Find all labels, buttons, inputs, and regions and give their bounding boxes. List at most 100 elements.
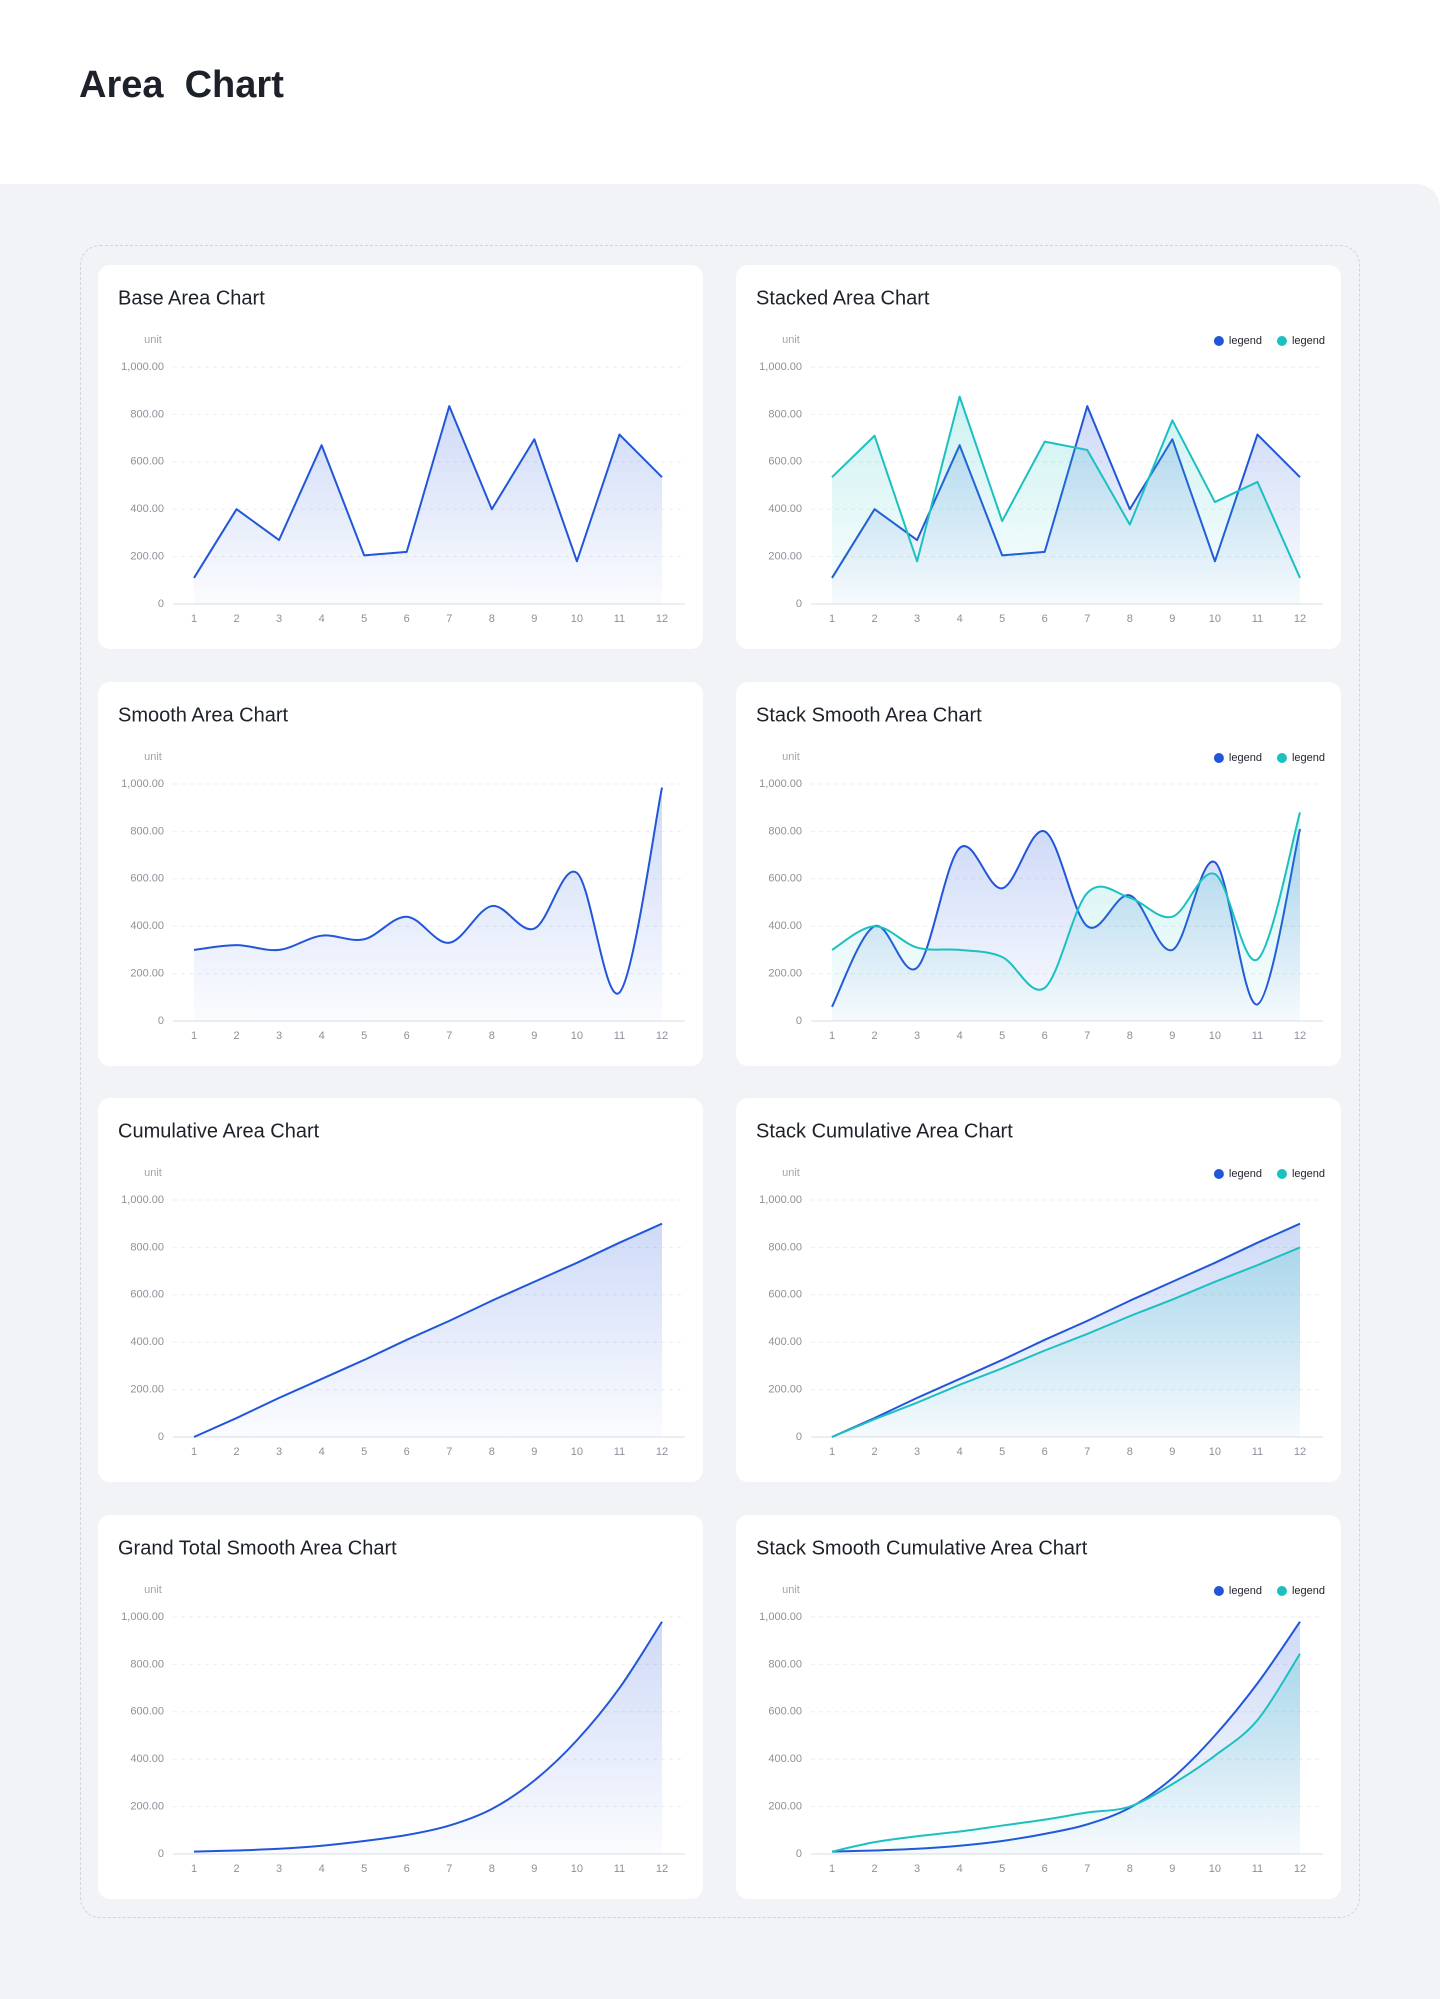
x-tick-label: 6 — [404, 1030, 410, 1042]
x-tick-label: 6 — [404, 613, 410, 625]
x-tick-label: 8 — [1127, 1030, 1133, 1042]
x-tick-label: 11 — [1252, 613, 1263, 625]
area-fill — [194, 1621, 662, 1854]
x-tick-label: 1 — [191, 613, 197, 625]
y-tick-label: 1,000.00 — [759, 361, 802, 373]
legend-marker — [1276, 1586, 1287, 1596]
legend-marker — [1213, 336, 1224, 346]
x-tick-label: 8 — [1127, 1446, 1133, 1458]
x-tick-label: 7 — [1084, 1863, 1090, 1875]
y-tick-label: 200.00 — [130, 551, 164, 563]
x-tick-label: 2 — [871, 1863, 877, 1875]
chart-title: Stacked Area Chart — [756, 287, 930, 309]
y-axis-label: unit — [782, 1167, 800, 1179]
legend-marker — [1213, 1169, 1224, 1179]
y-tick-label: 200.00 — [130, 1384, 164, 1396]
y-axis-label: unit — [782, 751, 800, 763]
chart: Grand Total Smooth Area Chart unit 0 200.00… — [118, 1537, 685, 1875]
x-tick-label: 1 — [191, 1446, 197, 1458]
y-axis-label: unit — [144, 334, 162, 346]
x-tick-label: 6 — [404, 1863, 410, 1875]
x-tick-label: 10 — [1209, 1446, 1221, 1458]
area-line — [193, 405, 663, 579]
x-tick-label: 2 — [233, 1030, 239, 1042]
y-tick-label: 1,000.00 — [121, 1194, 164, 1206]
y-tick-label: 200.00 — [768, 1801, 802, 1813]
x-tick-label: 6 — [1042, 1863, 1048, 1875]
x-tick-label: 10 — [1209, 1863, 1221, 1875]
x-tick-label: 1 — [829, 1863, 835, 1875]
y-tick-label: 1,000.00 — [759, 1611, 802, 1623]
legend-label: legend — [1229, 1585, 1262, 1597]
x-tick-label: 11 — [614, 613, 625, 625]
y-tick-label: 600.00 — [130, 1706, 164, 1718]
y-tick-label: 800.00 — [130, 1241, 164, 1253]
header: Area Chart — [0, 0, 1440, 184]
chart-card: Stack Smooth Area Chart unit 0 200.00 400.00… — [736, 682, 1341, 1066]
x-tick-label: 7 — [446, 1863, 452, 1875]
y-tick-label: 0 — [158, 598, 164, 610]
x-tick-label: 5 — [361, 613, 367, 625]
chart-title: Grand Total Smooth Area Chart — [118, 1537, 397, 1559]
chart: Cumulative Area Chart unit 0 200.00 400.00 60… — [118, 1120, 685, 1458]
x-tick-label: 4 — [957, 1030, 963, 1042]
chart: Stacked Area Chart unit 0 200.00 400.00 600.0… — [756, 287, 1325, 625]
chart: Stack Cumulative Area Chart unit 0 200.00 40… — [756, 1120, 1325, 1458]
x-tick-label: 10 — [571, 1030, 583, 1042]
y-tick-label: 0 — [158, 1848, 164, 1860]
x-tick-label: 2 — [871, 613, 877, 625]
x-tick-label: 8 — [1127, 613, 1133, 625]
x-tick-label: 8 — [489, 1446, 495, 1458]
x-tick-label: 2 — [233, 1863, 239, 1875]
y-tick-label: 0 — [796, 598, 802, 610]
y-tick-label: 800.00 — [768, 408, 802, 420]
x-tick-label: 1 — [191, 1863, 197, 1875]
legend-marker — [1276, 753, 1287, 763]
x-tick-label: 4 — [319, 1446, 325, 1458]
x-tick-label: 8 — [489, 1863, 495, 1875]
x-tick-label: 3 — [914, 1863, 920, 1875]
area-fill — [832, 396, 1300, 604]
x-tick-label: 1 — [829, 1446, 835, 1458]
x-tick-label: 3 — [276, 613, 282, 625]
y-axis-label: unit — [782, 334, 800, 346]
x-tick-label: 6 — [1042, 1446, 1048, 1458]
x-tick-label: 3 — [914, 1030, 920, 1042]
y-tick-label: 400.00 — [130, 503, 164, 515]
x-tick-label: 6 — [404, 1446, 410, 1458]
y-tick-label: 400.00 — [130, 1753, 164, 1765]
x-tick-label: 2 — [233, 613, 239, 625]
y-tick-label: 400.00 — [768, 1753, 802, 1765]
x-tick-label: 12 — [656, 1030, 668, 1042]
x-tick-label: 1 — [829, 613, 835, 625]
x-tick-label: 11 — [1252, 1863, 1263, 1875]
y-tick-label: 600.00 — [768, 873, 802, 885]
x-tick-label: 10 — [571, 1863, 583, 1875]
x-tick-label: 9 — [1169, 1446, 1175, 1458]
x-tick-label: 9 — [531, 1863, 537, 1875]
chart-card: Cumulative Area Chart unit 0 200.00 400.00 60… — [98, 1098, 703, 1482]
area-line — [193, 787, 663, 995]
legend-label: legend — [1229, 335, 1262, 347]
area-fill — [194, 787, 662, 1021]
x-tick-label: 7 — [446, 613, 452, 625]
y-tick-label: 800.00 — [768, 1241, 802, 1253]
area-fill — [194, 1223, 662, 1437]
chart: Stack Smooth Area Chart unit 0 200.00 400.00… — [756, 704, 1325, 1042]
area-line — [831, 1246, 1301, 1438]
chart-title: Cumulative Area Chart — [118, 1120, 320, 1142]
y-tick-label: 400.00 — [768, 920, 802, 932]
legend-label: legend — [1292, 1585, 1325, 1597]
legend-label: legend — [1292, 752, 1325, 764]
y-tick-label: 400.00 — [130, 1336, 164, 1348]
y-tick-label: 800.00 — [130, 1658, 164, 1670]
y-tick-label: 200.00 — [130, 1801, 164, 1813]
x-tick-label: 2 — [871, 1030, 877, 1042]
y-tick-label: 1,000.00 — [121, 361, 164, 373]
legend-marker — [1213, 1586, 1224, 1596]
x-tick-label: 9 — [1169, 1863, 1175, 1875]
y-tick-label: 600.00 — [130, 456, 164, 468]
x-tick-label: 7 — [1084, 1030, 1090, 1042]
chart-card: Stack Smooth Cumulative Area Chart unit 0 2… — [736, 1515, 1341, 1899]
